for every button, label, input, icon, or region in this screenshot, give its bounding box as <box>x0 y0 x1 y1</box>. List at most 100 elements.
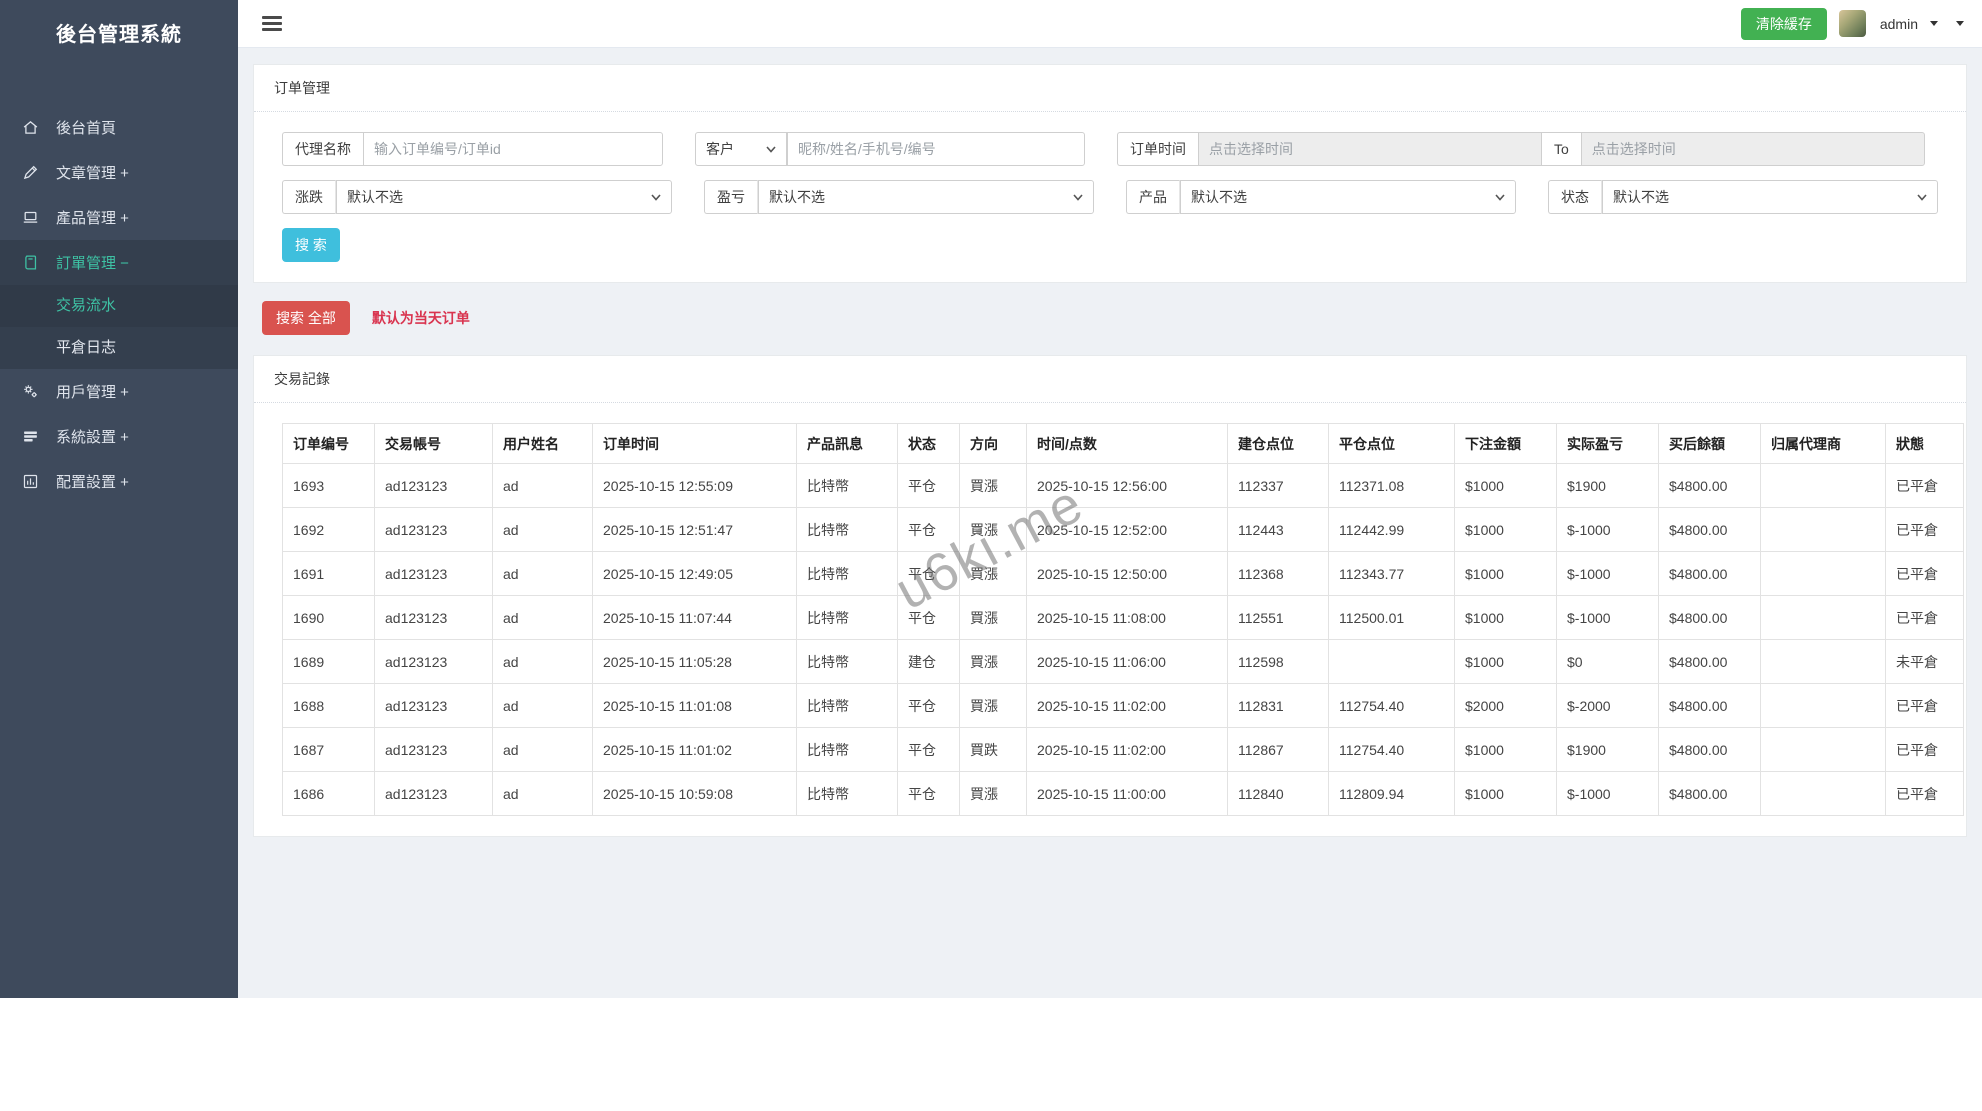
table-row: 1689 ad123123 ad 2025-10-15 11:05:28 比特幣 建仓 買漲… <box>282 639 1964 684</box>
column-header: 交易帳号 <box>374 423 493 464</box>
table-cell: 112867 <box>1227 727 1329 772</box>
table-cell: 112371.08 <box>1328 463 1455 508</box>
profit-select[interactable]: 默认不选 <box>758 180 1094 214</box>
table-row: 1692 ad123123 ad 2025-10-15 12:51:47 比特幣 平仓 買漲… <box>282 507 1964 552</box>
table-cell: ad <box>492 595 593 640</box>
sidebar-item-label: 用戶管理 + <box>56 384 129 401</box>
table-cell: $1000 <box>1454 463 1557 508</box>
table-cell: 112754.40 <box>1328 727 1455 772</box>
sidebar-item-home[interactable]: 後台首頁 <box>0 105 238 150</box>
table-cell: 112551 <box>1227 595 1329 640</box>
table-cell: $-1000 <box>1556 507 1659 552</box>
table-cell: $1000 <box>1454 595 1557 640</box>
table-cell: 112368 <box>1227 551 1329 596</box>
sidebar-item-orders[interactable]: 訂單管理 − <box>0 240 238 285</box>
table-cell: 2025-10-15 11:05:28 <box>592 639 797 684</box>
table-row: 1686 ad123123 ad 2025-10-15 10:59:08 比特幣 平仓 買漲… <box>282 771 1964 816</box>
table-cell: 未平倉 <box>1885 639 1964 684</box>
order-time-to-input[interactable] <box>1580 132 1925 166</box>
table-cell: ad <box>492 639 593 684</box>
user-dropdown-caret-icon[interactable] <box>1930 21 1938 26</box>
sidebar-toggle-icon[interactable] <box>256 12 288 35</box>
table-cell: ad <box>492 727 593 772</box>
sidebar-item-products[interactable]: 產品管理 + <box>0 195 238 240</box>
status-select[interactable]: 默认不选 <box>1602 180 1938 214</box>
status-label: 状态 <box>1548 180 1602 214</box>
table-cell: ad <box>492 683 593 728</box>
avatar[interactable] <box>1838 10 1866 37</box>
sidebar-item-users[interactable]: 用戶管理 + <box>0 369 238 414</box>
table-cell: 2025-10-15 11:01:08 <box>592 683 797 728</box>
agent-name-input[interactable] <box>363 132 663 166</box>
table-cell: 買漲 <box>959 683 1027 728</box>
table-cell: ad <box>492 771 593 816</box>
table-cell: 2025-10-15 12:51:47 <box>592 507 797 552</box>
order-time-to-label: To <box>1542 132 1581 166</box>
sidebar-item-label: 產品管理 + <box>56 210 129 227</box>
table-cell: ad <box>492 551 593 596</box>
table-cell: $-2000 <box>1556 683 1659 728</box>
chevron-down-icon <box>766 145 776 153</box>
order-time-label: 订单时间 <box>1117 132 1198 166</box>
profit-label: 盈亏 <box>704 180 758 214</box>
column-header: 订单编号 <box>282 423 375 464</box>
sidebar-item-system-settings[interactable]: 系統設置 + <box>0 414 238 459</box>
table-cell: 比特幣 <box>796 683 898 728</box>
table-cell: 2025-10-15 11:07:44 <box>592 595 797 640</box>
table-cell: ad123123 <box>374 595 493 640</box>
sidebar-item-config-settings[interactable]: 配置設置 + <box>0 459 238 504</box>
updown-select[interactable]: 默认不选 <box>336 180 672 214</box>
table-cell: 2025-10-15 11:02:00 <box>1026 727 1228 772</box>
product-label: 产品 <box>1126 180 1180 214</box>
updown-label: 涨跌 <box>282 180 336 214</box>
table-cell <box>1760 639 1886 684</box>
sidebar-subitem-close-log[interactable]: 平倉日志 <box>0 327 238 369</box>
panel-title: 订单管理 <box>254 65 1966 112</box>
search-button[interactable]: 搜 索 <box>282 228 340 262</box>
table-cell: 買漲 <box>959 463 1027 508</box>
table-cell: $4800.00 <box>1658 463 1761 508</box>
dropdown-caret-icon[interactable] <box>1956 21 1964 26</box>
order-time-filter: 订单时间 To <box>1117 132 1925 166</box>
table-cell: 已平倉 <box>1885 727 1964 772</box>
table-cell: $4800.00 <box>1658 595 1761 640</box>
table-row: 1687 ad123123 ad 2025-10-15 11:01:02 比特幣 平仓 買跌… <box>282 727 1964 772</box>
column-header: 订单时间 <box>592 423 797 464</box>
search-all-button[interactable]: 搜索 全部 <box>262 301 350 335</box>
table-cell: $4800.00 <box>1658 507 1761 552</box>
agent-name-filter: 代理名称 <box>282 132 663 166</box>
panel-title: 交易記錄 <box>254 356 1966 403</box>
table-cell: 2025-10-15 12:50:00 <box>1026 551 1228 596</box>
table-cell: 比特幣 <box>796 507 898 552</box>
sidebar-item-label: 系統設置 + <box>56 429 129 446</box>
customer-select[interactable]: 客户 <box>695 132 787 166</box>
column-header: 下注金額 <box>1454 423 1557 464</box>
column-header: 实际盈亏 <box>1556 423 1659 464</box>
sidebar-subitem-transactions[interactable]: 交易流水 <box>0 285 238 327</box>
column-header: 方向 <box>959 423 1027 464</box>
table-cell: 買漲 <box>959 771 1027 816</box>
column-header: 买后餘額 <box>1658 423 1761 464</box>
order-time-from-input[interactable] <box>1198 132 1542 166</box>
table-cell: 112500.01 <box>1328 595 1455 640</box>
table-cell: 比特幣 <box>796 551 898 596</box>
product-select[interactable]: 默认不选 <box>1180 180 1516 214</box>
profit-select-value: 默认不选 <box>769 189 825 205</box>
table-cell: 比特幣 <box>796 727 898 772</box>
table-cell: 已平倉 <box>1885 595 1964 640</box>
table-cell: $1000 <box>1454 639 1557 684</box>
customer-input[interactable] <box>787 132 1085 166</box>
table-cell: 比特幣 <box>796 771 898 816</box>
filter-row-2: 涨跌 默认不选 盈亏 默认不选 <box>282 180 1938 214</box>
records-body: 订单编号 交易帳号 用户姓名 订单时间 产品訊息 状态 方向 时间/点数 建仓点位 平仓点位 下注金… <box>254 403 1966 836</box>
sidebar-item-articles[interactable]: 文章管理 + <box>0 150 238 195</box>
clear-cache-button[interactable]: 清除緩存 <box>1740 7 1827 40</box>
table-cell: 買漲 <box>959 507 1027 552</box>
product-select-value: 默认不选 <box>1191 189 1247 205</box>
customer-select-value: 客户 <box>706 141 734 157</box>
table-cell: 平仓 <box>897 771 960 816</box>
table-cell: ad123123 <box>374 463 493 508</box>
table-cell: 1686 <box>282 771 375 816</box>
sidebar-item-label: 訂單管理 − <box>56 255 129 272</box>
table-cell: $1000 <box>1454 551 1557 596</box>
